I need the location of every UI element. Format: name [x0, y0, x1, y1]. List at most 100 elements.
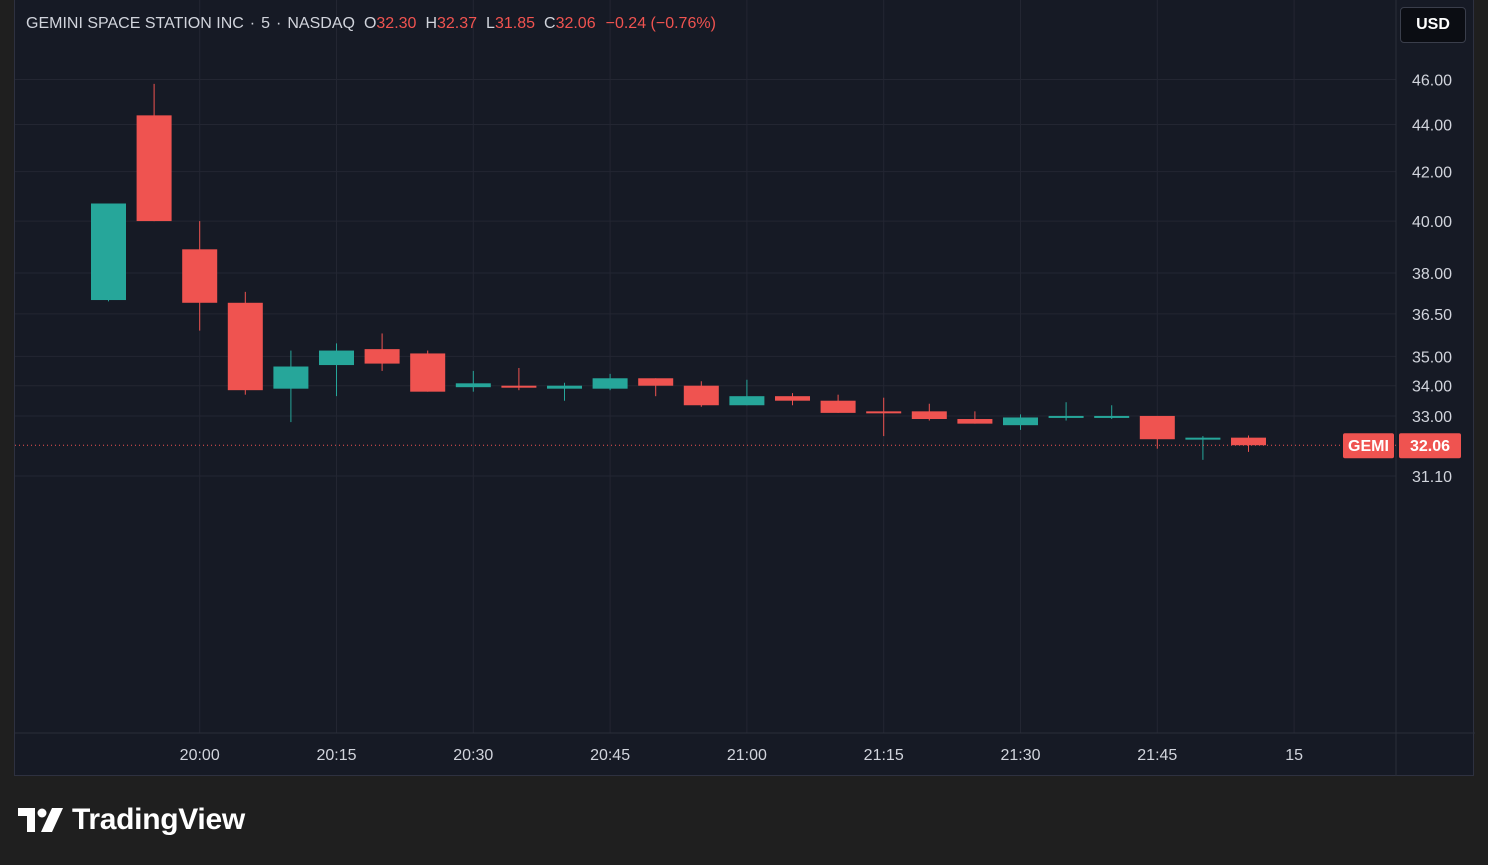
- candle[interactable]: [364, 333, 400, 371]
- time-tick-label: 21:15: [864, 747, 904, 764]
- candle[interactable]: [91, 203, 126, 302]
- candle-body: [638, 378, 674, 386]
- open-label: O: [363, 15, 377, 32]
- candle[interactable]: [1048, 402, 1084, 421]
- candle-body: [1185, 437, 1221, 440]
- candle[interactable]: [182, 221, 218, 331]
- candle[interactable]: [729, 379, 765, 406]
- candle[interactable]: [501, 367, 537, 391]
- high-value: 32.37: [437, 15, 478, 32]
- candle[interactable]: [1139, 415, 1175, 449]
- candle[interactable]: [455, 370, 491, 392]
- candle[interactable]: [1003, 414, 1038, 430]
- candles: [91, 83, 1266, 460]
- last-price-marker: GEMI 32.06: [15, 433, 1461, 459]
- candle-body: [547, 385, 582, 389]
- candle-body: [182, 249, 218, 303]
- price-tick-label: 42.00: [1412, 165, 1452, 182]
- time-tick-label: 21:45: [1137, 747, 1177, 764]
- currency-button[interactable]: USD: [1400, 7, 1466, 43]
- time-axis-labels: 20:00 20:15 20:30 20:45 21:00 21:15 21:30 21:45…: [180, 747, 1303, 764]
- candle[interactable]: [592, 373, 628, 391]
- tradingview-logo-icon: [18, 808, 63, 832]
- symbol-price-tag-text: GEMI: [1348, 438, 1389, 455]
- candle-body: [273, 366, 309, 389]
- axes: [15, 0, 1475, 776]
- candle[interactable]: [1094, 405, 1130, 420]
- close-value: 32.06: [555, 15, 596, 32]
- close-label: C: [544, 15, 556, 32]
- candle[interactable]: [1185, 436, 1221, 460]
- candle[interactable]: [775, 393, 810, 406]
- candle[interactable]: [866, 397, 902, 437]
- candle[interactable]: [911, 403, 947, 421]
- price-tick-label: 36.50: [1412, 307, 1452, 324]
- chart-panel[interactable]: 46.00 44.00 42.00 40.00 38.00 36.50 35.00 34.00…: [14, 0, 1475, 776]
- candle[interactable]: [683, 381, 719, 407]
- time-tick-label: 20:30: [453, 747, 493, 764]
- price-tick-label: 35.00: [1412, 349, 1452, 366]
- candle[interactable]: [227, 291, 263, 395]
- candle-body: [866, 411, 902, 414]
- legend-separator: ·: [249, 15, 256, 32]
- time-tick-label: 21:30: [1000, 747, 1040, 764]
- candle-body: [1003, 417, 1038, 426]
- candle-body: [775, 396, 810, 401]
- price-tick-label: 46.00: [1412, 72, 1452, 89]
- candle-body: [1048, 415, 1084, 418]
- brand-name: TradingView: [72, 803, 245, 836]
- price-tick-label: 40.00: [1412, 214, 1452, 231]
- candle-body: [683, 385, 719, 406]
- candle[interactable]: [638, 378, 674, 397]
- candle-body: [91, 203, 126, 301]
- candle[interactable]: [136, 83, 172, 222]
- open-value: 32.30: [376, 15, 417, 32]
- candle-body: [410, 353, 446, 392]
- candle[interactable]: [410, 350, 446, 392]
- candle-body: [729, 396, 765, 406]
- price-tick-label: 33.00: [1412, 409, 1452, 426]
- candle[interactable]: [957, 411, 993, 424]
- low-label: L: [486, 15, 495, 32]
- candlestick-chart[interactable]: 46.00 44.00 42.00 40.00 38.00 36.50 35.00 34.00…: [15, 0, 1475, 776]
- candle-body: [455, 383, 491, 388]
- candle-body: [1139, 415, 1175, 440]
- candle-body: [319, 350, 354, 366]
- candle-body: [1094, 415, 1130, 418]
- candle[interactable]: [1231, 435, 1266, 452]
- low-value: 31.85: [494, 15, 535, 32]
- symbol-name[interactable]: GEMINI SPACE STATION INC: [26, 15, 244, 32]
- price-tick-label: 34.00: [1412, 379, 1452, 396]
- price-axis-labels: 46.00 44.00 42.00 40.00 38.00 36.50 35.00 34.00…: [1412, 72, 1452, 486]
- time-tick-label: 15: [1285, 747, 1303, 764]
- candle-body: [227, 302, 263, 391]
- last-price-tag-text: 32.06: [1410, 438, 1450, 455]
- candle-body: [592, 378, 628, 389]
- time-tick-label: 20:00: [180, 747, 220, 764]
- time-tick-label: 21:00: [727, 747, 767, 764]
- candle-body: [501, 385, 537, 388]
- candle-body: [1231, 437, 1266, 446]
- candle[interactable]: [273, 350, 309, 423]
- symbol-price-tag: [1343, 433, 1394, 459]
- candle[interactable]: [820, 394, 856, 413]
- last-price-tag: [1399, 433, 1461, 459]
- brand[interactable]: TradingView: [18, 800, 245, 840]
- change-value: −0.24 (−0.76%): [605, 15, 716, 32]
- exchange-label: NASDAQ: [287, 15, 355, 32]
- candle-body: [957, 419, 993, 424]
- candle[interactable]: [319, 343, 354, 397]
- interval-label[interactable]: 5: [261, 15, 271, 32]
- candle-body: [364, 349, 400, 364]
- high-label: H: [425, 15, 437, 32]
- candle-body: [911, 411, 947, 420]
- price-tick-label: 38.00: [1412, 266, 1452, 283]
- candle-body: [136, 115, 172, 222]
- legend-separator: ·: [276, 15, 282, 32]
- time-tick-label: 20:45: [590, 747, 630, 764]
- candle[interactable]: [547, 382, 582, 401]
- grid-lines: [15, 0, 1396, 733]
- price-tick-label: 31.10: [1412, 469, 1452, 486]
- candle-body: [820, 400, 856, 413]
